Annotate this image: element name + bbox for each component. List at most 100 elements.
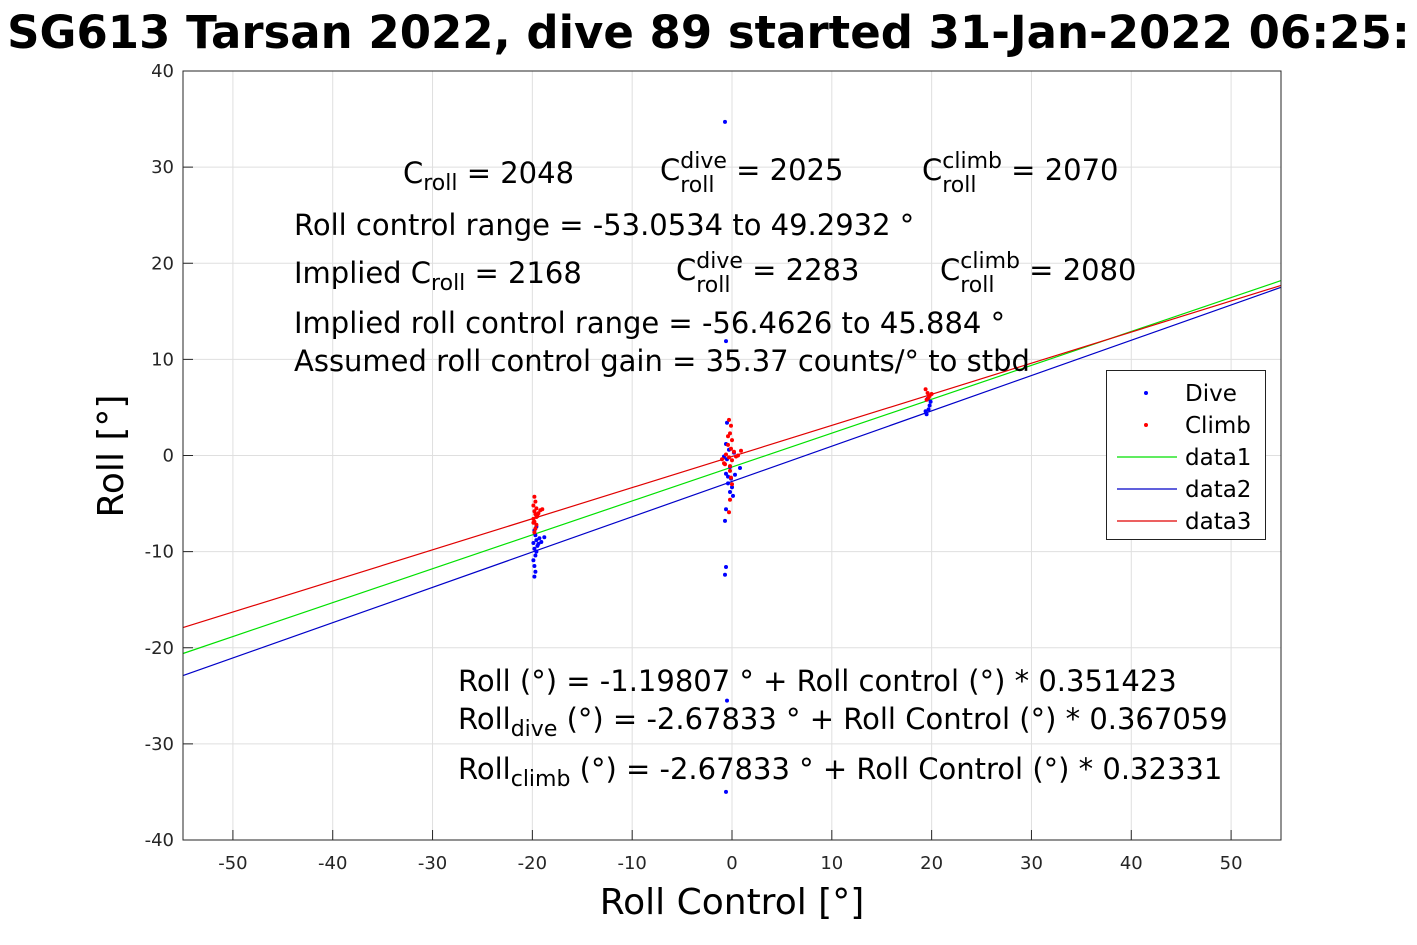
dive-point: [728, 490, 732, 494]
y-tick-label: 30: [151, 157, 174, 178]
legend-symbol: [1144, 423, 1148, 427]
x-tick-label: -50: [218, 853, 247, 874]
climb-point: [739, 448, 743, 453]
scatter-points: [531, 119, 934, 794]
fit-lines: [182, 280, 1282, 677]
climb-point: [732, 449, 736, 454]
dive-point: [731, 493, 735, 498]
data2-line: [182, 286, 1282, 677]
climb-point: [729, 446, 733, 451]
legend-label: data1: [1185, 445, 1252, 471]
climb-point: [534, 515, 539, 519]
climb-point: [531, 503, 536, 508]
dive-point: [726, 481, 730, 486]
dive-point: [928, 399, 933, 404]
dive-point: [542, 535, 547, 540]
legend: Dive Climb data1 data2 data3: [1106, 370, 1266, 540]
climb-point: [726, 434, 730, 439]
climb-point: [727, 417, 731, 422]
x-tick-label: 0: [726, 853, 737, 874]
climb-point: [925, 391, 930, 395]
climb-point: [730, 458, 734, 463]
climb-point: [730, 482, 734, 487]
climb-point: [534, 506, 539, 511]
climb-point: [533, 526, 538, 531]
y-tick-label: 40: [151, 61, 174, 82]
legend-entry-data2: data2: [1107, 473, 1265, 505]
y-tick-label: 20: [151, 253, 174, 274]
dive-point: [733, 472, 737, 477]
y-tick-label: -30: [145, 734, 174, 755]
dive-point: [730, 485, 734, 490]
x-tick-label: 50: [1220, 853, 1243, 874]
dive-point: [537, 536, 542, 541]
climb-point: [540, 507, 545, 512]
climb-point: [720, 457, 724, 462]
climb-point: [534, 522, 539, 527]
control-range-text: Roll control range = -53.0534 to 49.2932…: [294, 208, 915, 242]
dive-point: [534, 549, 539, 554]
climb-point: [724, 452, 728, 457]
y-tick-label: -40: [145, 830, 174, 851]
climb-point: [929, 392, 934, 396]
chart-title: SG613 Tarsan 2022, dive 89 started 31-Ja…: [7, 6, 1410, 59]
dive-point: [724, 507, 728, 512]
x-tick-label: 10: [820, 853, 843, 874]
dive-point: [531, 541, 536, 545]
legend-symbol: [1117, 520, 1177, 522]
climb-point: [532, 494, 537, 499]
x-tick-label: 20: [920, 853, 943, 874]
dive-point: [926, 407, 931, 412]
climb-point: [730, 438, 734, 443]
dive-point: [723, 119, 727, 124]
climb-point: [729, 423, 733, 428]
dive-point: [724, 565, 728, 569]
dive-point: [724, 789, 728, 794]
climb-point: [726, 442, 730, 447]
legend-marker: [1144, 423, 1148, 427]
y-tick-label: -10: [145, 542, 174, 563]
y-axis-label: Roll [°]: [91, 395, 132, 518]
dive-point: [533, 569, 538, 574]
legend-label: Dive: [1185, 381, 1237, 407]
legend-entry-data1: data1: [1107, 441, 1265, 473]
dive-point: [532, 546, 537, 551]
legend-label: Climb: [1185, 413, 1251, 439]
climb-point: [728, 497, 732, 502]
x-tick-label: -20: [518, 853, 547, 874]
climb-point: [536, 511, 541, 516]
dive-point: [738, 466, 742, 470]
calibration-line-1: Croll = 2048: [403, 156, 575, 196]
dive-point: [531, 558, 536, 563]
dive-point: [533, 553, 538, 558]
dive-point: [724, 339, 728, 344]
x-tick-label: -40: [318, 853, 347, 874]
climb-point: [728, 468, 732, 473]
legend-entry-dive: Dive: [1107, 377, 1265, 409]
dive-point: [536, 541, 541, 546]
dive-point: [532, 564, 537, 568]
x-tick-label: 40: [1120, 853, 1143, 874]
y-tick-label: 10: [151, 349, 174, 370]
implied-c-roll: Implied Croll = 2168: [294, 256, 582, 296]
climb-point: [533, 499, 538, 504]
climb-point: [926, 395, 931, 400]
climb-point: [729, 475, 733, 480]
dive-point: [724, 471, 728, 476]
fit-equation-dive: Rolldive (°) = -2.67833 ° + Roll Control…: [458, 702, 1228, 742]
legend-symbol: [1144, 391, 1148, 395]
data3-line: [182, 284, 1282, 629]
dive-point: [923, 409, 928, 414]
x-axis-label: Roll Control [°]: [600, 882, 865, 923]
x-tick-label: -10: [617, 853, 646, 874]
legend-entry-climb: Climb: [1107, 409, 1265, 441]
dive-point: [534, 538, 539, 543]
fit-equation-climb: Rollclimb (°) = -2.67833 ° + Roll Contro…: [458, 752, 1223, 792]
legend-label: data3: [1185, 509, 1252, 535]
dive-point: [725, 420, 729, 425]
y-tick-label: 0: [163, 446, 174, 467]
dive-point: [539, 540, 544, 544]
